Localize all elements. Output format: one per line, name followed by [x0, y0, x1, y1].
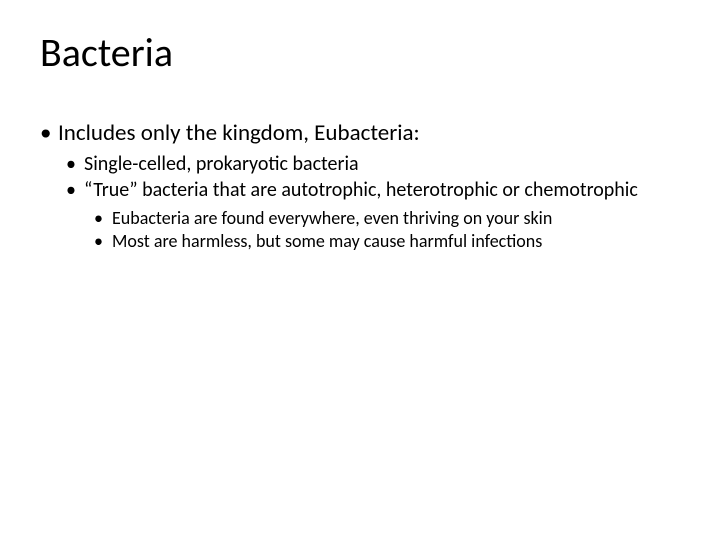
bullet-list-l3: Eubacteria are found everywhere, even th… [40, 207, 680, 253]
slide-title: Bacteria [40, 28, 680, 77]
list-item: Includes only the kingdom, Eubacteria: [40, 119, 680, 148]
bullet-list-l1: Includes only the kingdom, Eubacteria: [40, 119, 680, 148]
list-item: Single-celled, prokaryotic bacteria [66, 152, 680, 177]
bullet-list-l2: Single-celled, prokaryotic bacteria “Tru… [40, 152, 680, 203]
list-item: Most are harmless, but some may cause ha… [94, 230, 680, 253]
list-item: “True” bacteria that are autotrophic, he… [66, 178, 680, 203]
list-item: Eubacteria are found everywhere, even th… [94, 207, 680, 230]
